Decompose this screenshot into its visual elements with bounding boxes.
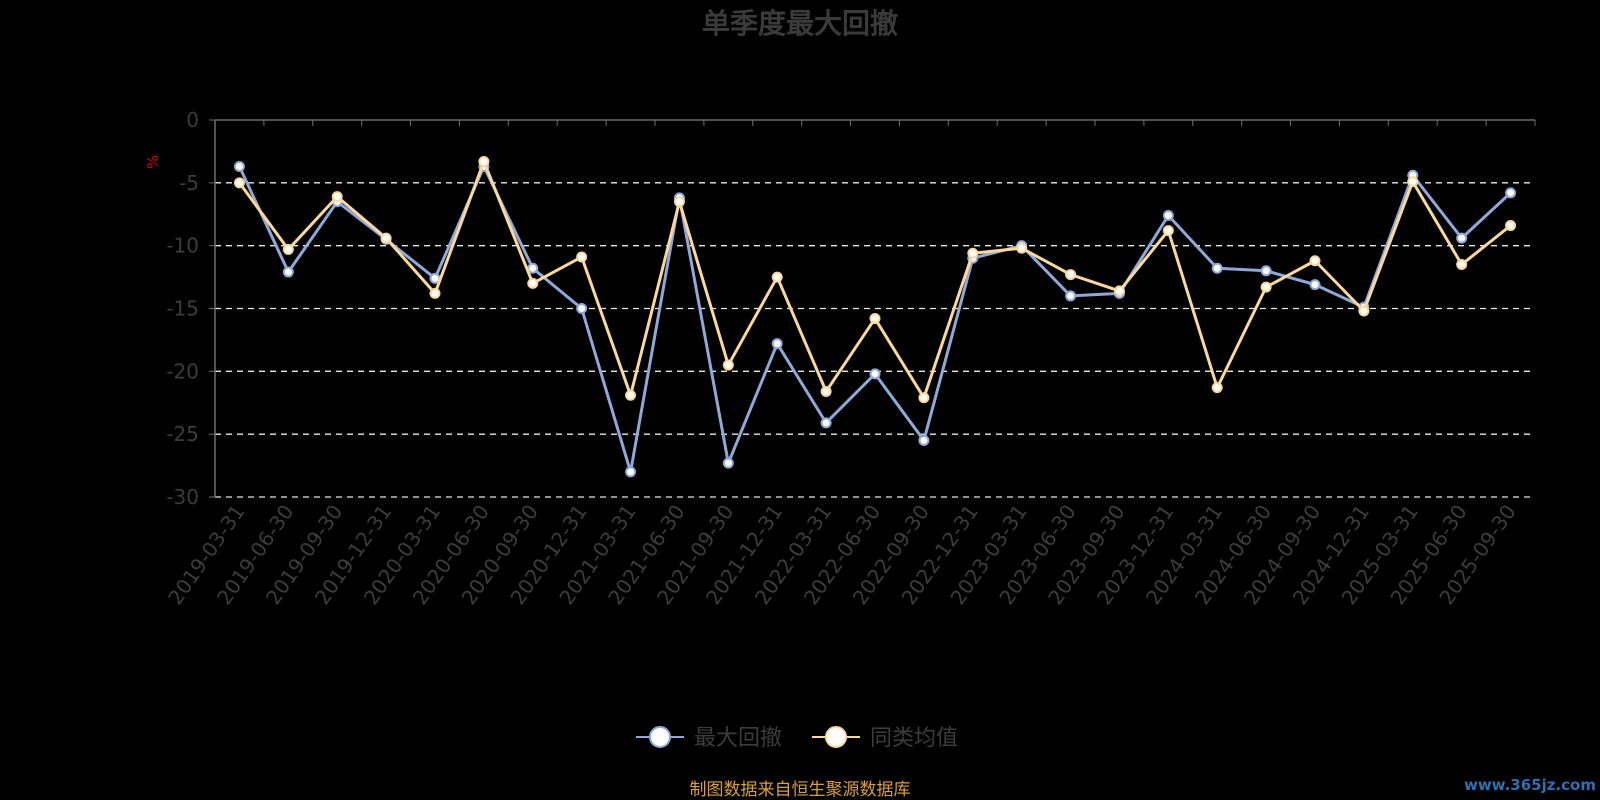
data-point[interactable] [527,262,539,274]
data-point[interactable] [1309,255,1321,267]
chart-title: 单季度最大回撤 [702,7,898,40]
data-point[interactable] [527,277,539,289]
data-point[interactable] [1260,265,1272,277]
data-point[interactable] [722,359,734,371]
data-point[interactable] [331,191,343,203]
y-tick-label: 0 [186,108,199,132]
data-point[interactable] [1309,279,1321,291]
data-point[interactable] [576,251,588,263]
data-point[interactable] [429,287,441,299]
y-tick-label: -25 [166,422,199,446]
data-point[interactable] [1162,225,1174,237]
watermark: www.365jz.com [1464,776,1596,794]
data-point[interactable] [967,247,979,259]
data-point[interactable] [1456,259,1468,271]
data-source-note: 制图数据来自恒生聚源数据库 [690,780,911,800]
data-point[interactable] [478,155,490,167]
data-point[interactable] [380,232,392,244]
legend-item-max-drawdown[interactable]: 最大回撤 [636,726,782,751]
data-point[interactable] [869,368,881,380]
data-point[interactable] [722,457,734,469]
data-point[interactable] [282,243,294,255]
data-point[interactable] [1260,281,1272,293]
legend-swatch-marker [649,726,671,748]
data-point[interactable] [918,434,930,446]
data-point[interactable] [625,389,637,401]
data-point[interactable] [1211,382,1223,394]
data-point[interactable] [1065,290,1077,302]
data-point[interactable] [1065,269,1077,281]
data-point[interactable] [820,417,832,429]
y-tick-label: -15 [166,297,199,321]
data-point[interactable] [233,177,245,189]
y-axis-ticks: 0 -5 -10 -15 -20 -25 -30 [166,108,215,509]
legend: 最大回撤 同类均值 [636,726,958,751]
data-point[interactable] [820,385,832,397]
legend-label: 最大回撤 [694,726,782,751]
data-point[interactable] [673,196,685,208]
legend-label: 同类均值 [870,726,958,751]
y-tick-label: -5 [179,171,199,195]
data-point[interactable] [1162,210,1174,222]
data-point[interactable] [918,392,930,404]
data-point[interactable] [1358,305,1370,317]
data-point[interactable] [771,338,783,350]
data-point[interactable] [771,271,783,283]
series-1 [233,155,1517,404]
data-point[interactable] [625,466,637,478]
grid-lines [215,182,1535,498]
data-point[interactable] [1113,285,1125,297]
legend-swatch-marker [825,726,847,748]
data-point[interactable] [1016,242,1028,254]
y-tick-label: -20 [166,359,199,383]
data-point[interactable] [1505,187,1517,199]
x-axis-ticks: 2019-03-312019-06-302019-09-302019-12-31… [163,120,1536,609]
data-point[interactable] [869,313,881,325]
data-point[interactable] [1505,220,1517,232]
legend-item-category-average[interactable]: 同类均值 [812,726,958,751]
data-point[interactable] [1407,176,1419,188]
series-layer [233,155,1517,478]
y-tick-label: -30 [166,485,199,509]
data-point[interactable] [233,160,245,172]
data-point[interactable] [1211,262,1223,274]
data-point[interactable] [576,303,588,314]
y-axis-label: % [144,155,162,169]
data-point[interactable] [282,266,294,278]
y-tick-label: -10 [166,234,199,258]
data-point[interactable] [1456,232,1468,244]
